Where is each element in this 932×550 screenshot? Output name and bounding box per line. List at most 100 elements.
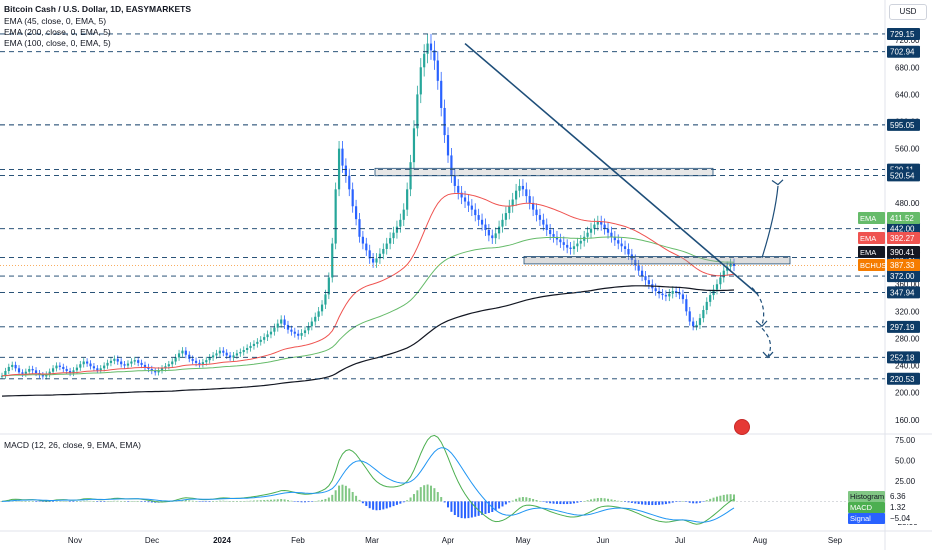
macd-histogram-bar [389,501,392,508]
candle-body [96,368,99,371]
macd-histogram-bar [327,497,330,502]
price-level-label: 729.15 [890,30,915,39]
macd-histogram-bar [92,501,95,502]
price-level-tag [887,270,920,283]
macd-histogram-bar [205,501,208,502]
macd-histogram-bar [395,501,398,505]
macd-histogram-bar [450,501,453,512]
candle-body [722,270,725,278]
indicator-ema200-label[interactable]: EMA (200, close, 0, EMA, 5) [4,27,111,37]
macd-histogram-bar [273,499,276,502]
candle-body [518,185,521,191]
macd-histogram-bar [348,488,351,502]
signal-line [1,447,735,523]
macd-histogram-bar [256,500,259,502]
macd-histogram-bar [436,492,439,502]
macd-histogram-bar [457,501,460,518]
candle-body [303,330,307,334]
arrow-head-down-2 [762,351,774,359]
macd-histogram-bar [355,495,358,502]
macd-histogram-bar [695,501,698,504]
macd-histogram-bar [310,501,313,502]
candle-body [606,228,610,233]
macd-histogram-bar [242,501,245,502]
candle-body [365,243,368,251]
candle-body [453,175,456,186]
candle-body [184,350,187,355]
candle-body [429,43,433,51]
candle-body [0,375,4,377]
macd-histogram-bar [48,501,51,502]
macd-histogram-bar [222,500,225,502]
macd-histogram-bar [140,501,143,502]
candle-body [273,327,276,332]
candle-body [640,270,644,277]
macd-histogram-bar [126,501,129,502]
candle-body [89,363,92,367]
macd-title[interactable]: MACD (12, 26, close, 9, EMA, EMA) [4,440,141,450]
indicator-ema45-label[interactable]: EMA (45, close, 0, EMA, 5) [4,16,107,26]
candle-body [385,243,388,249]
indicator-name-label: BCHUSD [860,261,892,270]
candle-body [569,247,572,249]
macd-histogram-bar [331,494,334,502]
macd-histogram-bar [263,500,266,502]
candle-body [157,370,160,373]
price-axis-tick: 160.00 [895,416,920,425]
candle-body [252,343,256,346]
currency-button[interactable]: USD [889,4,927,20]
macd-histogram-bar [171,501,174,502]
candle-body [525,189,528,197]
macd-histogram-bar [201,501,204,502]
candle-body [181,350,184,354]
candle-body [344,165,347,176]
macd-histogram-bar [525,497,528,502]
candle-body [596,221,599,225]
macd-histogram-bar [344,485,347,502]
macd-histogram-bar [562,501,565,505]
price-level-label: 347.94 [890,288,915,297]
macd-histogram-bar [644,501,647,505]
candle-body [290,329,293,332]
indicator-name-label: EMA [860,248,876,257]
time-axis-label: Aug [753,536,767,545]
macd-histogram-bar [440,497,443,502]
macd-histogram-bar [719,495,722,502]
candle-body [395,226,399,233]
macd-histogram-bar [133,501,136,502]
macd-histogram-bar [419,487,422,502]
macd-histogram-bar [675,501,678,502]
macd-histogram-bar [566,501,569,505]
candle-body [623,246,627,249]
candle-body [317,311,320,317]
price-level-label: 372.00 [890,272,915,281]
candle-body [671,291,674,294]
candle-body [116,358,119,362]
candle-body [487,230,490,236]
candle-body [341,148,344,166]
candle-body [28,368,31,372]
candle-body [732,263,736,266]
macd-histogram-bar [35,501,38,502]
macd-histogram-bar [518,497,521,502]
macd-histogram-bar [572,501,575,504]
macd-histogram-bar [538,500,541,502]
macd-histogram-bar [69,501,72,502]
price-axis-tick: 720.00 [895,36,920,45]
candle-body [368,250,371,259]
macd-histogram-bar [341,484,344,502]
macd-histogram-bar [41,501,44,502]
indicator-ema100-label[interactable]: EMA (100, close, 0, EMA, 5) [4,38,111,48]
candle-body [515,190,518,200]
macd-histogram-bar [559,501,562,505]
candle-body [232,355,235,358]
macd-histogram-bar [18,500,21,502]
candle-body [208,357,211,361]
price-level-tag [887,372,920,385]
candle-body [106,362,109,366]
candle-body [79,364,82,368]
candle-body [41,375,44,377]
candle-body [86,361,89,364]
macd-histogram-bar [545,501,548,503]
